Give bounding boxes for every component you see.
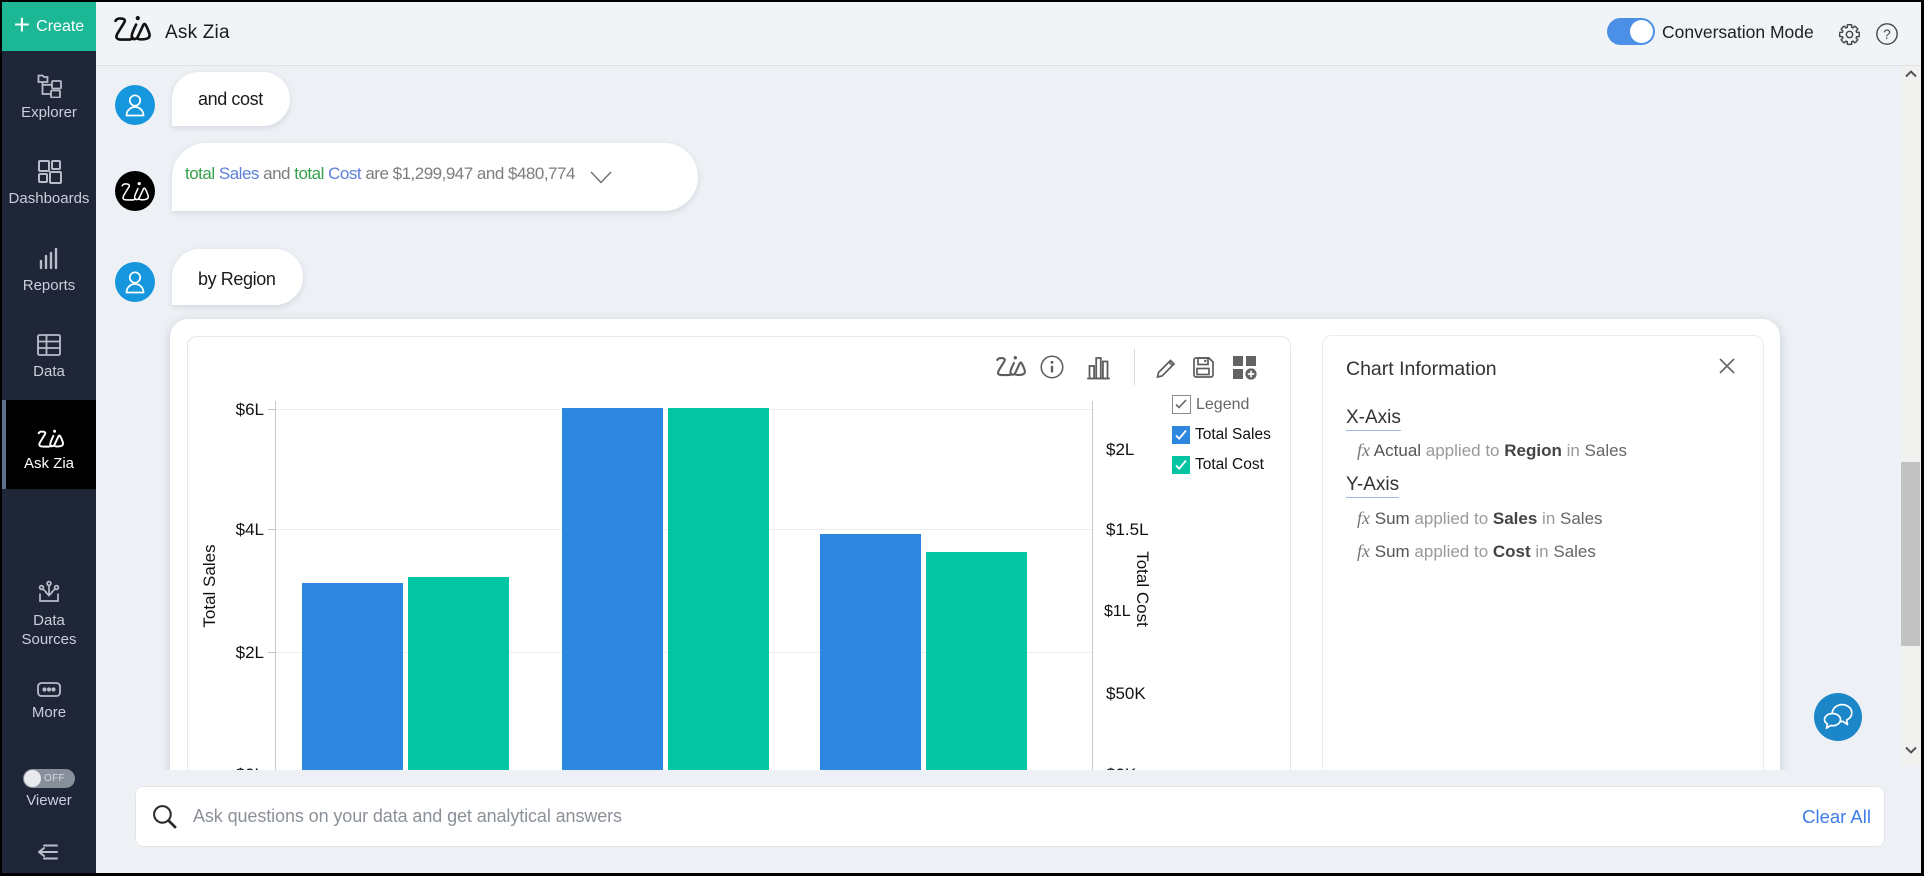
svg-text:?: ? [1883, 27, 1890, 42]
